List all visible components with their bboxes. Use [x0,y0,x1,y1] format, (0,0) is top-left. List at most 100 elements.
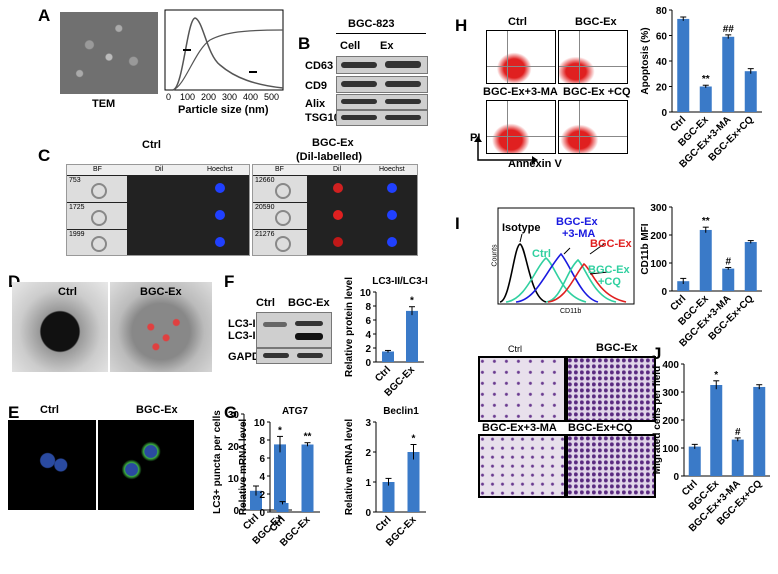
bar [699,229,712,291]
bar [731,439,744,476]
c-ex-subtitle: (Dil-labelled) [296,151,363,163]
y-tick-label: 0 [259,508,265,519]
y-tick-label: 300 [650,203,667,214]
i-ex-label: BGC-Ex [590,238,632,250]
f-row-lc3i: LC3-I [228,318,256,330]
j-well-ma [478,434,566,498]
j-well-cq [566,434,656,498]
blot-b-row-cd63: CD63 [305,60,334,72]
bar [699,86,712,112]
c-ctrl-dil-header: Dil [155,166,164,173]
y-tick-label: 60 [656,32,668,43]
c-ex-bf-header: BF [275,166,284,173]
nta-tick-500: 500 [264,92,280,102]
x-tick-label: Ctrl [268,514,288,534]
panel-label-h: H [455,16,468,35]
i-counts-label: Counts [491,244,499,267]
e-ctrl-label: Ctrl [40,404,59,416]
bar [722,36,735,112]
panel-label-b: B [298,34,311,53]
c-ex-title: BGC-Ex [312,137,354,149]
bar [722,268,735,291]
y-tick-label: 100 [650,259,667,270]
significance-marker: ** [304,432,312,443]
nta-tick-400: 400 [243,92,259,102]
h-flow-ctrl [486,30,556,84]
y-axis-label: Relative mRNA level [238,419,249,516]
i-isotype-label: Isotype [502,222,541,234]
y-tick-label: 2 [365,344,371,355]
y-axis-label: Migrated cells per field [652,366,663,474]
significance-marker: ** [702,74,710,85]
bar [744,71,757,112]
bar [407,452,420,512]
j-ma-label: BGC-Ex+3-MA [482,422,557,434]
bar [744,242,757,291]
h-flow-cq [558,100,628,154]
h-flow-annexin-label: Annexin V [508,158,562,170]
c-ctrl-hoechst-header: Hoechst [207,166,233,173]
y-tick-label: 100 [662,444,679,455]
chart-title: LC3-II/LC3-I [372,276,428,287]
blot-b-cd9 [336,76,428,93]
bar [710,385,723,476]
j-ctrl-label: Ctrl [508,344,522,354]
y-tick-label: 6 [259,454,265,465]
significance-marker: # [725,256,731,267]
blot-b-row-cd9: CD9 [305,80,328,92]
c-ex-id-2: 20590 [255,204,275,211]
y-tick-label: 80 [656,6,668,17]
y-axis-label: Relative mRNA level [344,419,355,516]
x-tick-label: Ctrl [373,364,393,384]
h-flow-ma-label: BGC-Ex+3-MA [483,86,558,98]
significance-marker: * [412,434,416,445]
significance-marker: ** [702,216,710,227]
y-tick-label: 10 [228,474,240,485]
tem-image [60,12,158,94]
y-tick-label: 0 [365,358,371,369]
y-tick-label: 8 [259,436,265,447]
nta-curve-chart [164,9,284,91]
y-tick-label: 6 [365,316,371,327]
f-row-lc3ii: LC3-II [228,330,259,342]
bar [677,281,690,291]
e-ctrl-image [8,420,96,510]
y-tick-label: 40 [656,57,668,68]
y-tick-label: 300 [662,388,679,399]
y-axis-label: LC3+ puncta per cells [212,410,223,514]
significance-marker: ## [723,24,735,35]
y-tick-label: 0 [365,508,371,519]
blot-b-cd63 [336,56,428,74]
j-well-ex [566,356,656,422]
y-tick-label: 400 [662,360,679,371]
blot-b-tsg101 [336,110,428,126]
bar [688,446,701,476]
y-tick-label: 200 [650,231,667,242]
tem-label: TEM [92,98,116,110]
i-cq-label: BGC-Ex [588,264,630,276]
h-flow-axis-arrows [474,136,538,164]
i-cd11b-label: CD11b [560,308,582,315]
blot-b-col-ex: Ex [380,40,394,52]
y-tick-label: 0 [233,506,239,517]
chart-title: ATG7 [282,406,308,417]
y-tick-label: 2 [259,490,265,501]
c-ctrl-bf-header: BF [93,166,102,173]
significance-marker: * [714,370,718,381]
y-axis-label: Relative protein level [344,277,355,377]
panel-label-e: E [8,403,20,422]
c-ctrl-title: Ctrl [142,139,161,151]
panel-label-g: G [224,403,238,422]
f-bar-chart: 0 2 4 6 8 10 Relative protein level LC3-II/LC3-… [344,276,428,399]
e-ex-label: BGC-Ex [136,404,178,416]
c-ctrl-id-2: 1725 [69,204,85,211]
f-blot-gapdh [256,348,332,364]
blot-b-rule [336,33,426,34]
blot-b-title: BGC-823 [348,18,395,30]
y-tick-label: 4 [259,472,265,483]
i-ma2-label: +3-MA [562,228,596,240]
significance-marker: * [410,296,414,307]
bar [677,18,690,112]
